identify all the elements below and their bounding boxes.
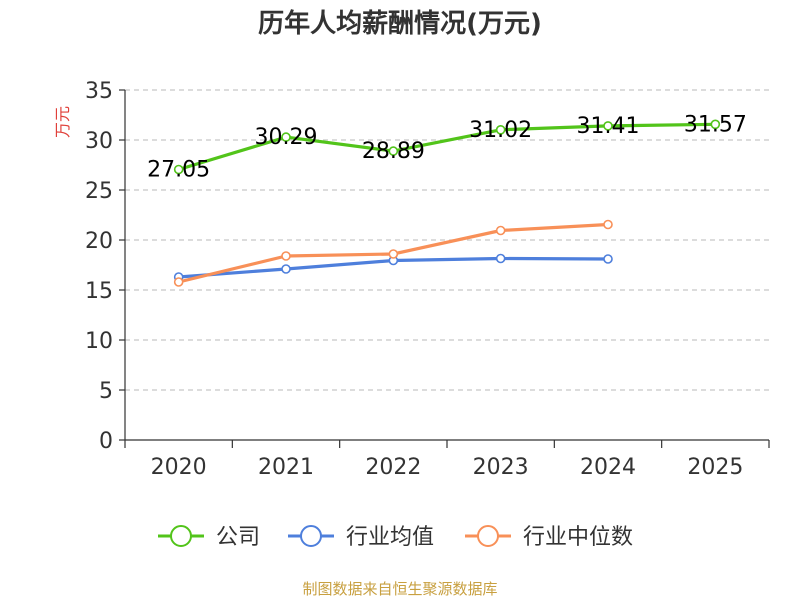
y-tick-label: 35 [85,79,113,104]
y-tick-label: 5 [99,379,113,404]
data-point [173,164,184,175]
legend-marker [300,525,322,547]
x-tick-label: 2025 [687,455,743,480]
data-label: 28.89 [362,139,425,164]
series-group [173,119,721,287]
gridlines [125,89,769,391]
y-tick-label: 10 [85,329,113,354]
data-label: 27.05 [147,158,210,183]
legend: 公司 行业均值 行业中位数 [158,525,633,550]
legend-label: 行业均值 [346,525,434,550]
data-label: 30.29 [255,125,318,150]
x-tick-label: 2023 [473,455,529,480]
legend-marker [170,525,192,547]
series-line-1 [178,122,716,172]
y-tick-label: 30 [85,129,113,154]
x-tick-label: 2022 [365,455,421,480]
data-point [388,249,399,259]
x-tick-label: 2020 [151,455,207,480]
y-axis-label: 万元 [53,106,72,138]
data-point [281,132,291,142]
x-tick-label: 2021 [258,455,314,480]
data-label: 31.57 [684,112,747,137]
y-tick-label: 25 [85,179,113,204]
data-point [603,254,613,264]
source-note: 制图数据来自恒生聚源数据库 [302,580,497,598]
data-point [281,264,291,274]
axes [124,90,769,441]
y-tick-label: 20 [85,229,113,254]
data-point [710,119,721,130]
data-label: 31.41 [577,114,640,139]
x-ticks: 2020 2021 2022 2023 2024 2025 [124,440,770,480]
data-point [495,125,506,135]
data-label: 31.02 [469,118,532,143]
y-tick-label: 15 [85,279,113,304]
y-ticks: 0 5 10 15 20 25 30 35 [85,79,125,454]
data-point [603,121,613,131]
data-point [173,277,184,287]
chart-title: 历年人均薪酬情况(万元) [258,8,542,39]
data-point [495,253,506,264]
data-point [603,219,613,230]
legend-marker [477,525,499,547]
data-point [281,251,291,261]
x-tick-label: 2024 [580,455,636,480]
data-point [495,225,506,236]
y-tick-label: 0 [99,429,113,454]
data-labels: 27.05 30.29 28.89 31.02 31.41 31.57 [147,112,747,182]
data-point [388,146,399,156]
legend-label: 公司 [216,525,260,550]
legend-label: 行业中位数 [523,525,633,550]
